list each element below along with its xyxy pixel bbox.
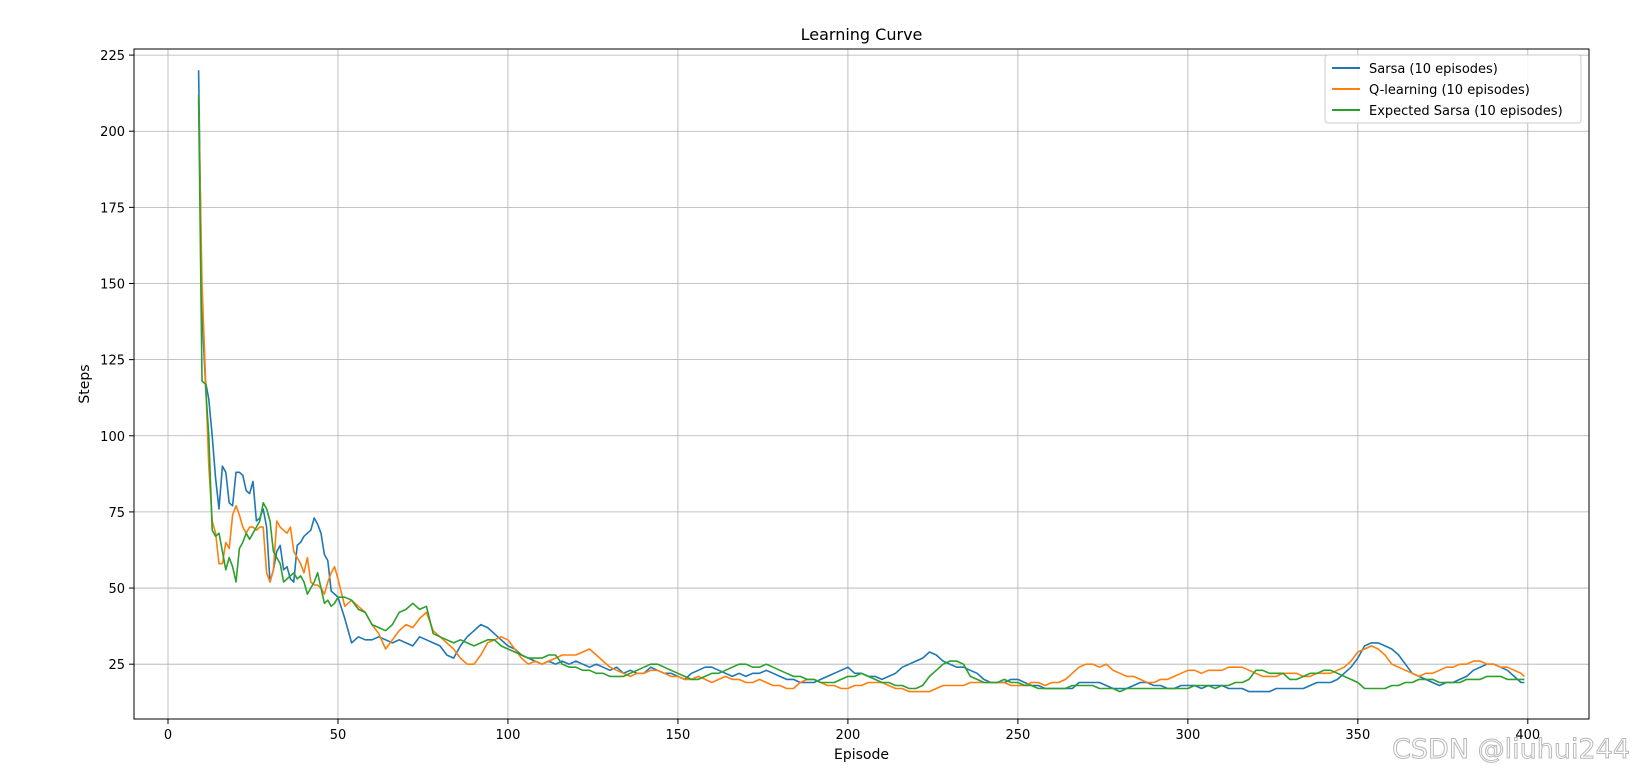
legend: Sarsa (10 episodes) Q-learning (10 episod… (1324, 54, 1582, 124)
x-tick-label: 350 (1345, 728, 1370, 743)
y-tick-label: 200 (100, 125, 125, 140)
x-tick-label: 50 (330, 728, 347, 743)
y-tick-label: 100 (100, 430, 125, 445)
x-axis-label: Episode (834, 747, 889, 763)
series-line-3 (197, 94, 1525, 693)
y-axis-label: Steps (77, 364, 93, 403)
series-line-1 (197, 70, 1525, 693)
legend-label-3: Expected Sarsa (10 episodes) (1369, 104, 1563, 119)
x-tick-label: 300 (1175, 728, 1200, 743)
x-tick-label: 0 (164, 728, 172, 743)
x-tick-label: 250 (1005, 728, 1030, 743)
x-tick-label: 200 (835, 728, 860, 743)
y-tick-label: 175 (100, 201, 125, 216)
x-tick-label: 150 (666, 728, 691, 743)
axis-ticks: 0 50 100 150 200 250 300 350 400 25 50 75 100 125 150 1… (100, 49, 1540, 743)
plot-frame (133, 48, 1590, 720)
y-tick-label: 125 (100, 354, 125, 369)
legend-label-1: Sarsa (10 episodes) (1369, 62, 1498, 77)
legend-label-2: Q-learning (10 episodes) (1369, 83, 1530, 98)
chart-title: Learning Curve (801, 25, 923, 44)
watermark-text: CSDN @liuhui244 (1392, 734, 1630, 765)
y-tick-label: 225 (100, 49, 125, 64)
x-tick-label: 400 (1515, 728, 1540, 743)
y-tick-label: 50 (108, 582, 125, 597)
y-tick-label: 25 (108, 658, 125, 673)
x-tick-label: 100 (496, 728, 521, 743)
legend-box (1324, 54, 1582, 124)
y-tick-label: 75 (108, 506, 125, 521)
series-lines (197, 70, 1525, 693)
y-tick-label: 150 (100, 278, 125, 293)
